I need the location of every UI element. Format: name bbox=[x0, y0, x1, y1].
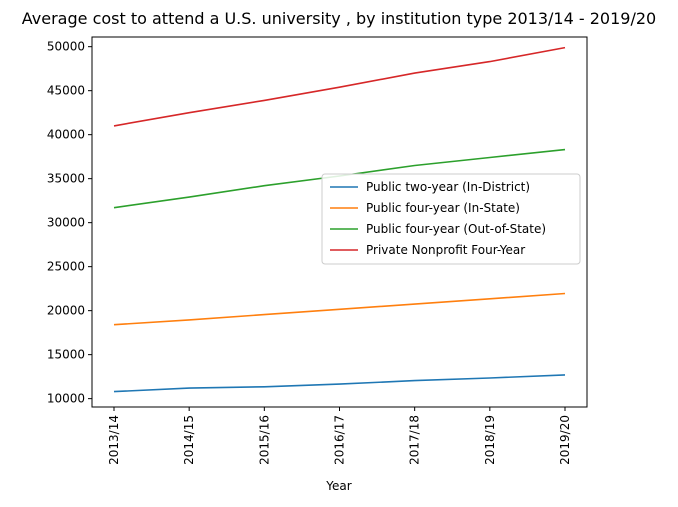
y-tick-label: 45000 bbox=[47, 84, 85, 98]
series-line-4 bbox=[113, 46, 566, 127]
y-tick-label: 30000 bbox=[47, 216, 85, 230]
x-tick-label: 2015/16 bbox=[257, 415, 271, 465]
plot-area: 10000 15000 20000 25000 30000 35000 40000 45000… bbox=[47, 36, 588, 465]
x-tick-label: 2018/19 bbox=[483, 415, 497, 465]
series-line-1 bbox=[113, 374, 566, 393]
legend-label-1: Public two-year (In-District) bbox=[366, 180, 530, 194]
y-tick-label: 50000 bbox=[47, 40, 85, 54]
y-tick-label: 35000 bbox=[47, 172, 85, 186]
y-tick-label: 15000 bbox=[47, 348, 85, 362]
chart-title: Average cost to attend a U.S. university… bbox=[22, 9, 656, 28]
series-line-2 bbox=[113, 292, 566, 326]
x-tick-label: 2013/14 bbox=[107, 415, 121, 465]
y-tick-label: 40000 bbox=[47, 128, 85, 142]
y-tick-label: 10000 bbox=[47, 392, 85, 406]
x-tick-label: 2017/18 bbox=[408, 415, 422, 465]
legend-label-2: Public four-year (In-State) bbox=[366, 201, 520, 215]
y-tick-label: 25000 bbox=[47, 260, 85, 274]
x-tick-label: 2014/15 bbox=[182, 415, 196, 465]
legend-box bbox=[321, 173, 581, 265]
legend-label-4: Private Nonprofit Four-Year bbox=[366, 243, 525, 257]
x-tick-label: 2016/17 bbox=[333, 415, 347, 465]
x-axis-label: Year bbox=[325, 479, 351, 493]
x-tick-label: 2019/20 bbox=[558, 415, 572, 465]
legend-label-3: Public four-year (Out-of-State) bbox=[366, 222, 546, 236]
y-tick-label: 20000 bbox=[47, 304, 85, 318]
